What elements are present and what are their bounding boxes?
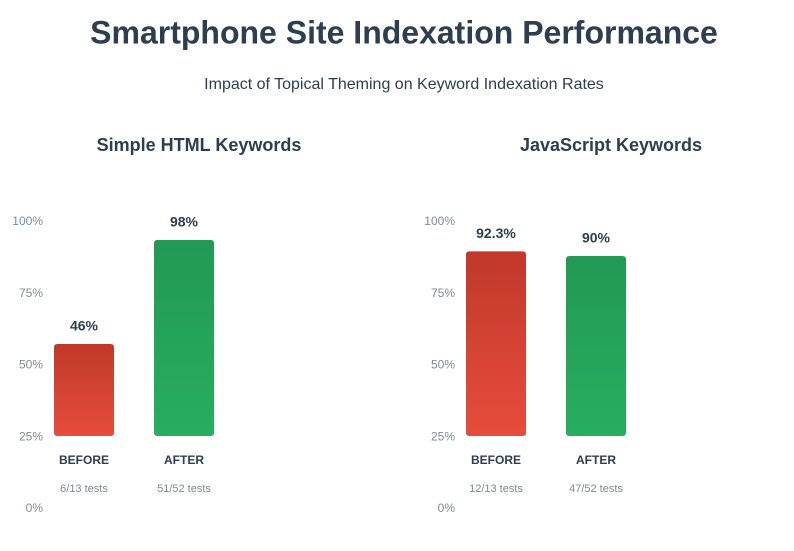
y-tick-label: 0%: [438, 501, 456, 515]
y-tick-label: 100%: [12, 214, 43, 228]
y-tick-label: 25%: [19, 429, 43, 443]
panel-title: JavaScript Keywords: [520, 135, 702, 155]
bar: [154, 240, 214, 436]
category-label: BEFORE: [471, 453, 521, 467]
page-subtitle: Impact of Topical Theming on Keyword Ind…: [204, 76, 604, 93]
value-label: 46%: [70, 318, 99, 334]
page-title: Smartphone Site Indexation Performance: [90, 14, 718, 50]
value-label: 98%: [170, 214, 199, 230]
bar: [466, 251, 526, 436]
category-label: BEFORE: [59, 453, 109, 467]
test-count: 12/13 tests: [469, 483, 523, 495]
test-count: 47/52 tests: [569, 483, 623, 495]
category-label: AFTER: [164, 453, 204, 467]
bar: [566, 256, 626, 436]
y-tick-label: 50%: [19, 358, 43, 372]
value-label: 92.3%: [476, 225, 516, 241]
y-tick-label: 75%: [431, 286, 455, 300]
y-tick-label: 100%: [424, 214, 455, 228]
test-count: 51/52 tests: [157, 483, 211, 495]
y-tick-label: 0%: [26, 501, 44, 515]
bar: [54, 344, 114, 436]
test-count: 6/13 tests: [60, 483, 108, 495]
y-tick-label: 75%: [19, 286, 43, 300]
panel-title: Simple HTML Keywords: [97, 135, 302, 155]
y-tick-label: 25%: [431, 429, 455, 443]
category-label: AFTER: [576, 453, 616, 467]
value-label: 90%: [582, 230, 611, 246]
y-tick-label: 50%: [431, 358, 455, 372]
